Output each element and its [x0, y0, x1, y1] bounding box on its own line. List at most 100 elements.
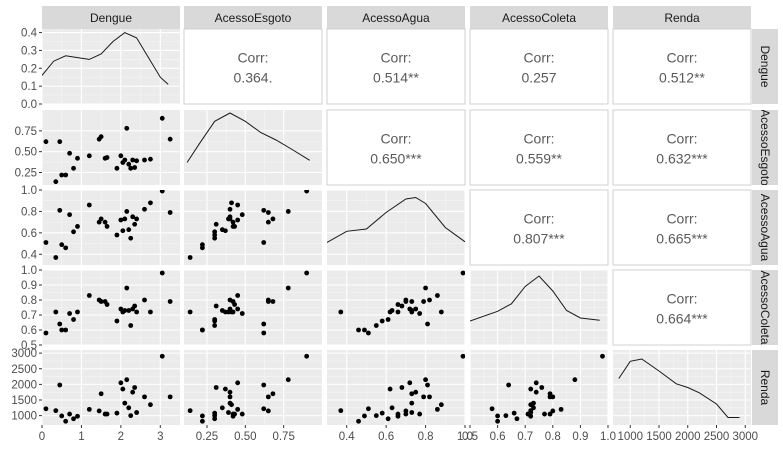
data-point — [120, 386, 126, 392]
data-point — [223, 386, 228, 392]
x-tick-label: 0.75 — [272, 431, 294, 443]
data-point — [75, 413, 80, 419]
data-point — [114, 318, 120, 324]
data-point — [265, 408, 271, 414]
data-point — [265, 299, 271, 304]
data-point — [528, 386, 534, 392]
data-point — [124, 377, 130, 383]
corr-value: 0.665*** — [656, 231, 708, 247]
corr-value: 0.364. — [234, 70, 273, 86]
data-point — [417, 411, 423, 417]
data-point — [212, 413, 218, 419]
column-strip — [42, 6, 180, 29]
data-point — [167, 299, 173, 304]
corr-panel — [612, 109, 752, 186]
data-point — [528, 410, 534, 415]
data-point — [98, 299, 104, 304]
data-point — [379, 410, 385, 416]
data-point — [409, 391, 415, 397]
data-point — [235, 406, 241, 412]
data-point — [142, 157, 147, 163]
data-point — [134, 158, 140, 164]
plot-panel — [42, 29, 180, 104]
corr-panel — [469, 109, 609, 186]
data-point — [460, 270, 465, 276]
data-point — [132, 385, 138, 390]
y-tick-label: 1500 — [11, 395, 37, 407]
data-point — [212, 323, 218, 328]
corr-label: Corr: — [666, 131, 697, 147]
data-point — [98, 134, 104, 140]
x-tick-label: 0.6 — [490, 431, 506, 443]
x-tick-label: 1500 — [646, 431, 672, 443]
corr-label: Corr: — [666, 291, 697, 307]
corr-value: 0.512** — [659, 70, 705, 86]
data-point — [53, 179, 59, 185]
corr-value: 0.514** — [373, 70, 419, 86]
data-point — [219, 227, 225, 233]
data-point — [134, 410, 140, 415]
y-tick-label: 1000 — [11, 411, 37, 423]
column-strip — [613, 6, 751, 29]
data-point — [270, 391, 276, 397]
data-point — [239, 311, 245, 316]
plot-panel — [184, 350, 322, 425]
data-point — [86, 202, 92, 208]
data-point — [373, 323, 379, 328]
row-strip-label-group: Dengue — [758, 45, 772, 87]
data-point — [128, 235, 134, 241]
data-point — [213, 303, 219, 309]
panel-content — [42, 29, 180, 104]
data-point — [425, 382, 430, 388]
data-point — [495, 413, 500, 419]
y-tick-label: 0.7 — [21, 310, 37, 322]
data-point — [63, 418, 69, 424]
data-point — [148, 156, 153, 162]
data-point — [159, 270, 165, 276]
data-point — [200, 245, 205, 251]
corr-panel — [326, 28, 466, 105]
data-point — [96, 408, 102, 414]
x-tick-label: 1 — [78, 431, 84, 443]
y-tick-label: 0.1 — [21, 81, 37, 93]
data-point — [514, 416, 520, 422]
density-curve — [618, 358, 740, 418]
data-point — [128, 413, 134, 419]
column-strip-label: AcessoEsgoto — [215, 11, 292, 25]
corr-value: 0.807*** — [513, 231, 565, 247]
panel-content — [613, 350, 751, 425]
data-point — [265, 394, 271, 400]
data-point — [533, 380, 539, 386]
y-tick-label: 0.8 — [21, 206, 37, 218]
data-point — [126, 161, 132, 167]
data-point — [118, 217, 124, 223]
x-tick-label: 0.6 — [378, 431, 394, 443]
data-point — [409, 410, 415, 415]
data-point — [423, 285, 428, 291]
data-point — [142, 206, 147, 212]
data-point — [219, 405, 225, 411]
data-point — [232, 411, 238, 417]
data-point — [148, 402, 153, 408]
row-strip-label-group: Renda — [758, 370, 772, 406]
data-point — [385, 416, 391, 422]
column-strip — [327, 6, 465, 29]
data-point — [159, 115, 165, 121]
data-point — [86, 406, 92, 412]
x-tick-label: 2000 — [675, 431, 701, 443]
data-point — [232, 224, 238, 229]
column-strip-label: Renda — [664, 11, 700, 25]
data-point — [71, 317, 76, 322]
data-point — [227, 297, 233, 303]
data-point — [126, 308, 132, 313]
data-point — [63, 327, 69, 333]
data-point — [102, 219, 108, 225]
data-point — [104, 155, 110, 160]
data-point — [270, 216, 276, 222]
data-point — [130, 157, 136, 163]
data-point — [539, 385, 545, 390]
data-point — [366, 330, 371, 336]
data-point — [285, 285, 291, 291]
data-point — [239, 212, 245, 218]
data-point — [104, 302, 110, 307]
